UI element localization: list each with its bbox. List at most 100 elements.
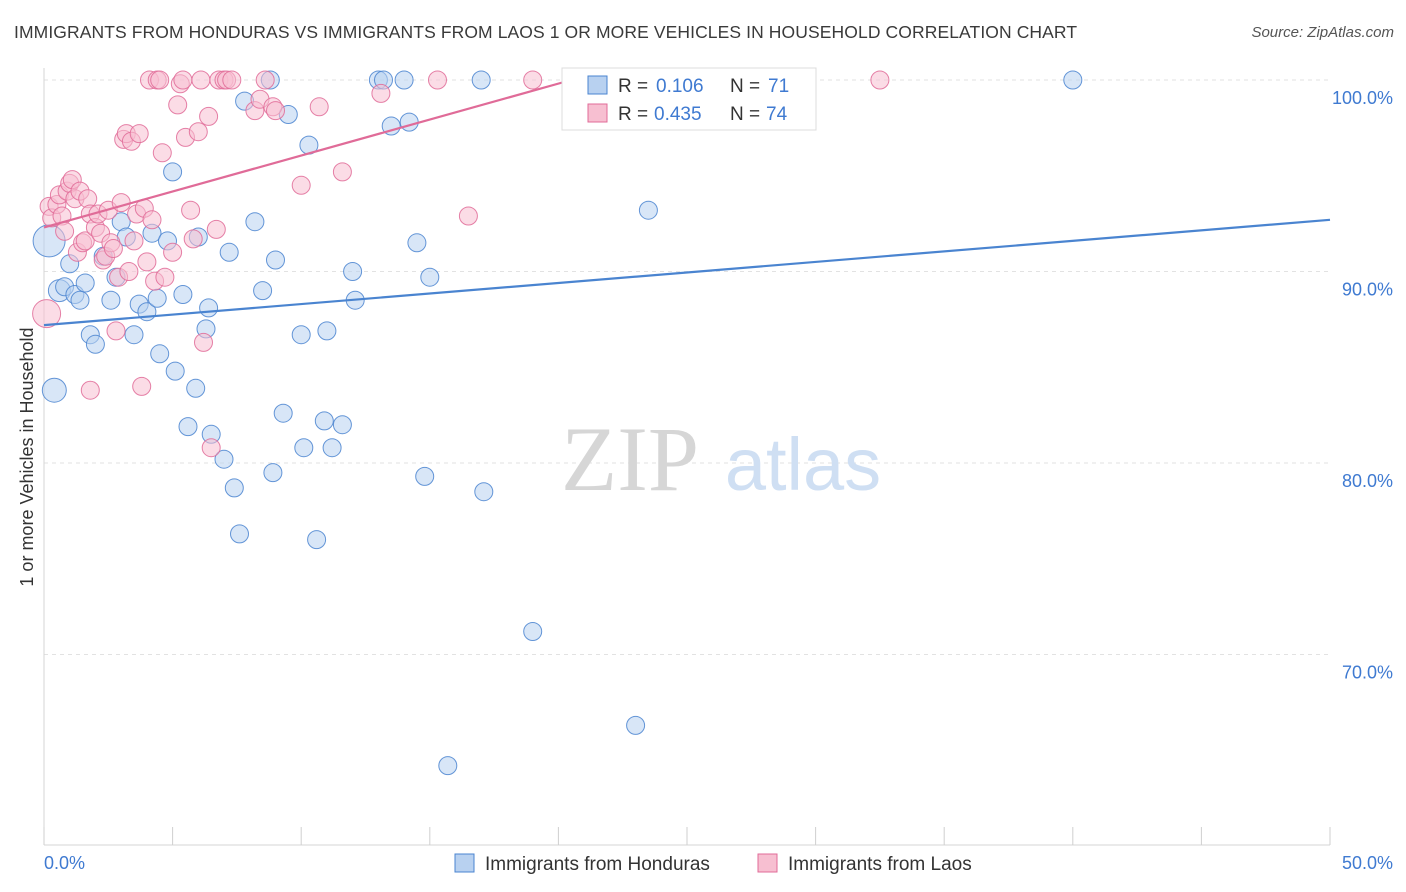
point-laos [168,95,188,115]
legend-swatch-laos [757,853,778,873]
point-honduras [266,250,285,270]
point-laos [428,70,447,90]
point-laos [201,438,221,458]
stats-r-value-laos: 0.435 [654,104,702,125]
grid-layer [44,79,1330,655]
point-laos [194,332,213,352]
y-tick-label: 70.0% [1342,663,1393,683]
point-laos [132,376,152,396]
trend-layer [43,78,1331,327]
point-honduras [307,530,327,550]
chart-title: IMMIGRANTS FROM HONDURAS VS IMMIGRANTS F… [14,22,1078,42]
point-laos [111,193,131,213]
labels-layer: 100.0% 90.0% 80.0% 70.0% 0.0% 50.0% 1 or more … [17,88,1393,873]
point-laos [55,221,75,241]
point-laos [458,206,478,226]
point-honduras [186,378,206,398]
point-laos [332,162,352,182]
point-honduras [101,290,121,310]
point-laos [32,299,62,329]
point-honduras [253,281,273,301]
point-honduras [291,325,311,345]
watermark: ZIP atlas [561,408,881,510]
point-laos [255,70,275,90]
point-laos [309,97,329,117]
point-laos [137,252,157,272]
point-honduras [224,478,244,498]
stats-legend: R = 0.106 N = 71 R = 0.435 N = 74 [561,67,817,131]
point-laos [106,321,126,341]
trendline-laos [43,78,572,229]
point-honduras [163,162,183,182]
point-honduras [474,482,494,502]
y-tick-label: 80.0% [1342,471,1393,491]
point-laos [103,239,123,258]
stats-swatch-laos [587,103,608,123]
point-honduras [407,233,427,253]
stats-r-label-honduras: R = [618,76,648,97]
point-honduras [438,756,458,776]
point-honduras [294,438,314,458]
point-laos [206,219,226,239]
point-honduras [317,321,337,341]
point-honduras [124,325,144,345]
point-honduras [219,242,239,262]
stats-n-label-honduras: N = [730,76,760,97]
x-tick-label: 50.0% [1342,853,1393,873]
point-laos [266,101,285,121]
x-tick-label: 0.0% [44,853,85,873]
source-credit: Source: ZipAtlas.com [1251,24,1394,41]
point-laos [188,122,208,142]
point-laos [155,267,175,287]
point-laos [371,83,391,103]
point-honduras [332,415,352,435]
point-laos [183,229,203,249]
point-honduras [230,524,249,544]
point-honduras [638,200,658,220]
stats-swatch-honduras [587,75,608,95]
stats-n-label-laos: N = [730,104,760,125]
point-honduras [165,361,185,381]
stats-n-value-laos: 74 [766,104,788,125]
point-honduras [214,449,234,469]
point-honduras [394,70,414,90]
point-laos [222,70,242,90]
point-laos [80,380,100,400]
stats-n-value-honduras: 71 [768,76,789,97]
point-laos [181,200,201,220]
point-honduras [178,417,198,437]
legend-label-honduras: Immigrants from Honduras [485,854,710,875]
y-axis-label: 1 or more Vehicles in Household [17,327,37,586]
point-laos [173,70,193,90]
point-laos [142,210,162,230]
point-laos [199,106,219,126]
point-honduras [245,212,265,232]
point-honduras [199,298,219,318]
y-tick-label: 100.0% [1332,88,1393,108]
legend-label-laos: Immigrants from Laos [788,854,972,875]
point-laos [523,70,543,90]
axes-layer [43,68,1331,846]
point-honduras [147,288,167,308]
point-laos [119,262,139,281]
series-legend: Immigrants from Honduras Immigrants from… [454,853,972,875]
point-honduras [1063,70,1083,90]
watermark-zip: ZIP [561,408,699,510]
point-honduras [626,715,646,735]
point-laos [152,143,172,163]
points-layer [32,70,1083,776]
point-honduras [41,377,67,403]
trendline-honduras [43,218,1331,327]
point-honduras [420,267,440,287]
point-honduras [75,273,95,293]
stats-r-label-laos: R = [618,104,648,125]
point-honduras [263,463,283,483]
point-honduras [173,285,193,304]
point-laos [129,124,149,144]
stats-r-value-honduras: 0.106 [656,76,704,97]
point-honduras [523,622,543,641]
point-honduras [314,411,334,431]
point-honduras [322,438,342,458]
point-honduras [150,344,170,364]
